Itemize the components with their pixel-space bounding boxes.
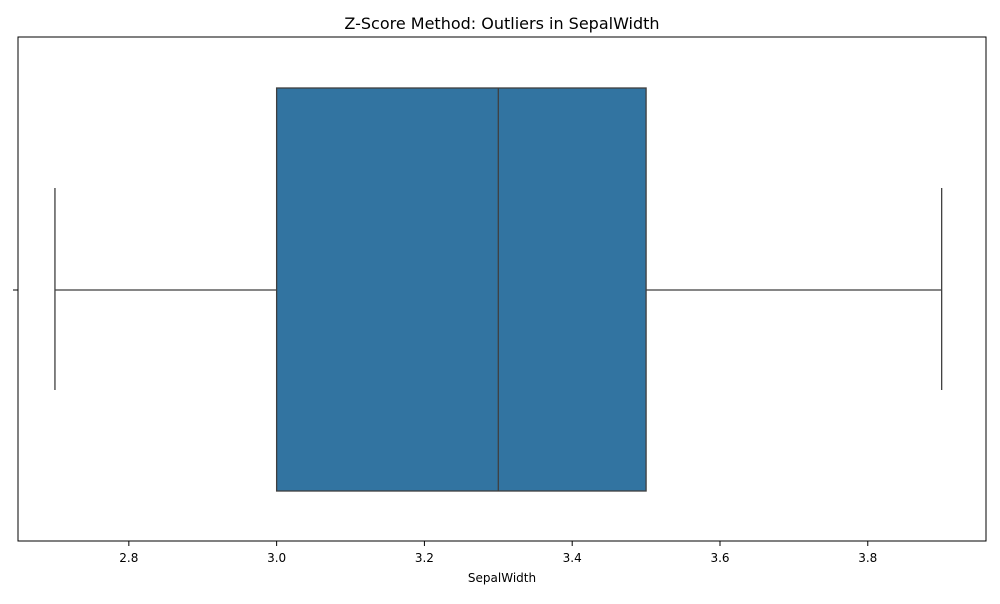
x-tick-label: 3.6 xyxy=(710,551,729,565)
plot-area-frame xyxy=(17,36,987,542)
x-axis-label: SepalWidth xyxy=(468,571,536,585)
interquartile-box xyxy=(275,87,647,492)
x-tick-label: 3.8 xyxy=(858,551,877,565)
x-tick-label: 3.4 xyxy=(563,551,582,565)
x-tick-label: 2.8 xyxy=(119,551,138,565)
x-tick-label: 3.2 xyxy=(415,551,434,565)
box-series xyxy=(54,87,943,492)
x-axis-ticks: 2.8 3.0 3.2 3.4 3.6 3.8 xyxy=(119,541,877,565)
x-tick-label: 3.0 xyxy=(267,551,286,565)
chart-title: Z-Score Method: Outliers in SepalWidth xyxy=(344,14,659,33)
